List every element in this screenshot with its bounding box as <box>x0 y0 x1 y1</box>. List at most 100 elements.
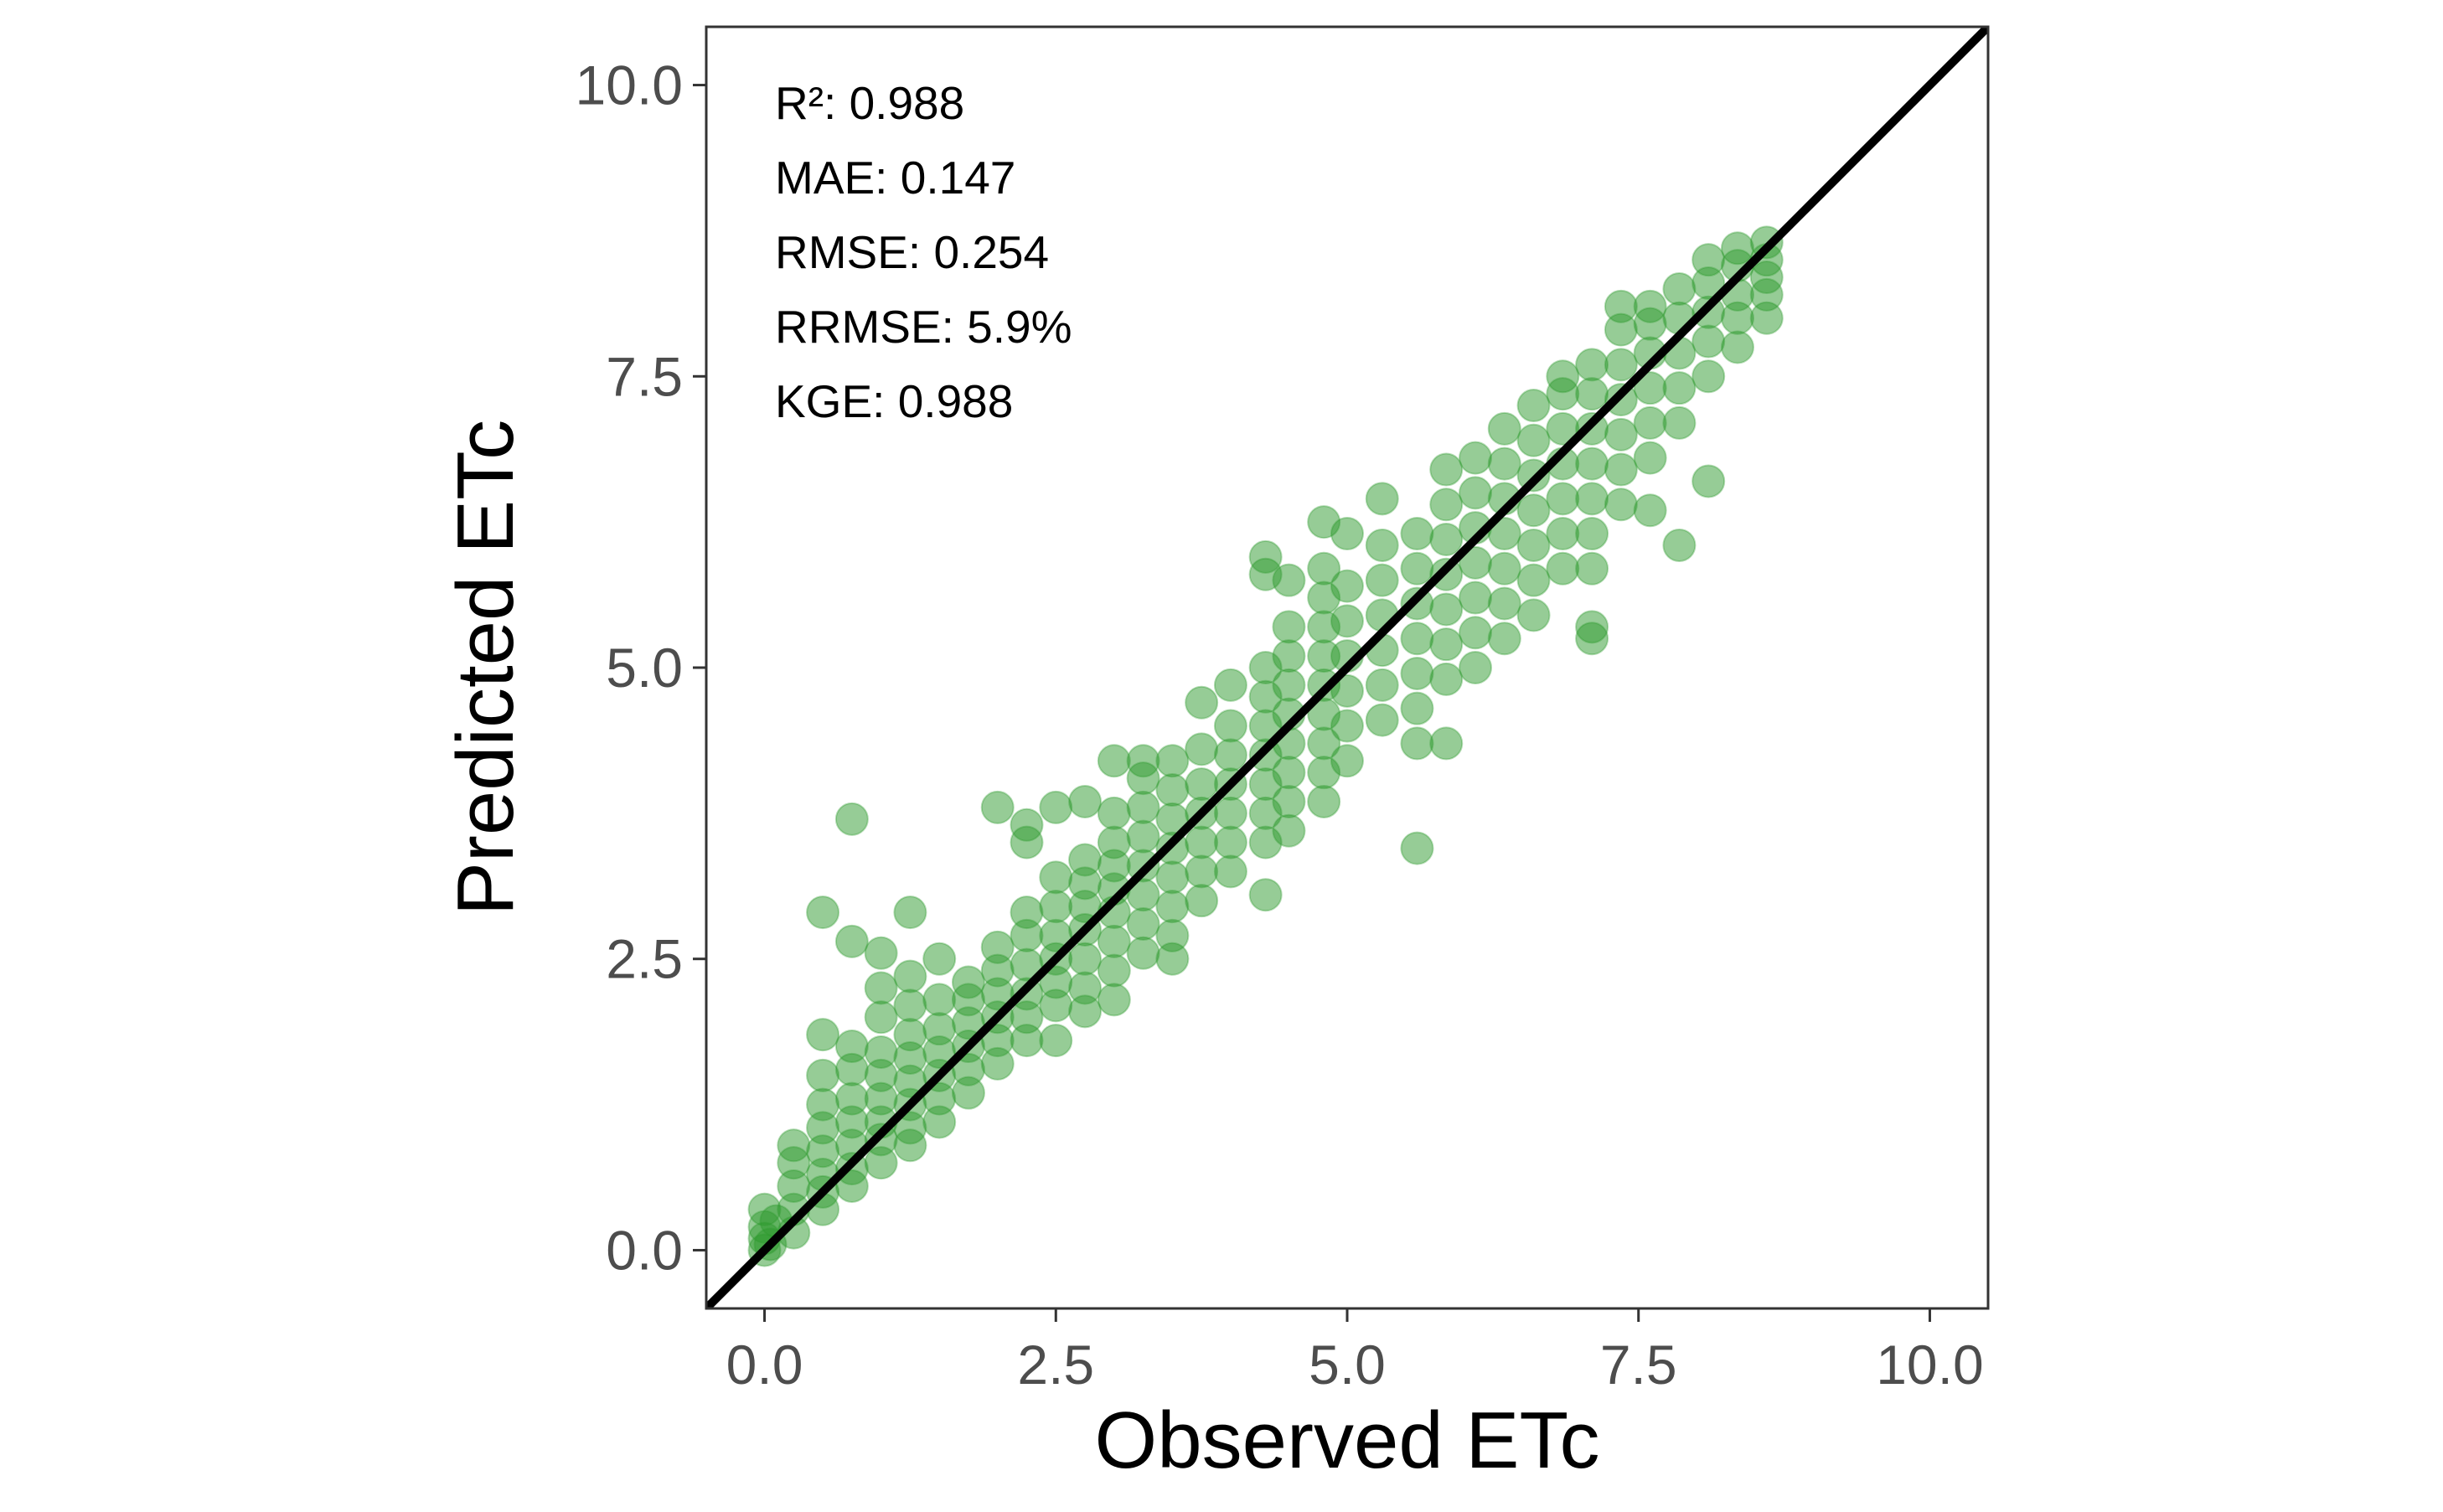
data-point <box>806 1018 840 1052</box>
statistics-annotation: R²: 0.988 MAE: 0.147 RMSE: 0.254 RRMSE: 5.9… <box>775 77 1072 427</box>
data-point <box>1604 417 1638 452</box>
data-point <box>1097 953 1131 988</box>
data-point <box>1459 581 1492 615</box>
data-point <box>864 1000 898 1035</box>
data-point <box>1459 651 1492 684</box>
data-point <box>1429 452 1464 487</box>
data-point <box>1185 884 1219 918</box>
data-point <box>1400 622 1434 656</box>
data-point <box>1662 371 1697 405</box>
data-point <box>1487 622 1521 656</box>
data-point <box>1185 685 1219 720</box>
data-point <box>834 924 869 958</box>
data-point <box>1429 662 1464 696</box>
data-point <box>1185 854 1219 889</box>
data-point <box>1272 639 1306 673</box>
data-point <box>1575 551 1609 586</box>
x-tick-label: 10.0 <box>1876 1334 1983 1396</box>
data-point <box>1155 773 1190 808</box>
data-point <box>864 971 898 1005</box>
data-point <box>1307 784 1341 818</box>
statistic-line: MAE: 0.147 <box>775 152 1015 204</box>
data-point <box>1365 703 1399 737</box>
data-point <box>1213 709 1247 743</box>
data-point <box>1126 790 1160 824</box>
data-point <box>1010 895 1044 930</box>
data-point <box>834 1081 869 1116</box>
data-point <box>1213 796 1247 830</box>
data-point <box>1633 441 1667 475</box>
statistic-line: R²: 0.988 <box>775 77 964 129</box>
data-point <box>1272 668 1306 702</box>
data-point <box>1039 860 1073 895</box>
data-point <box>1272 784 1306 818</box>
data-point <box>1272 756 1306 790</box>
data-point <box>864 1035 898 1069</box>
data-point <box>1459 441 1492 475</box>
data-point <box>1307 551 1341 586</box>
data-point <box>1126 819 1160 854</box>
data-point <box>1662 271 1697 306</box>
data-point <box>1213 854 1247 889</box>
data-point <box>1155 744 1190 778</box>
data-point <box>922 1012 957 1046</box>
data-point <box>1213 738 1247 772</box>
data-point <box>980 790 1015 824</box>
x-tick-label: 2.5 <box>1017 1334 1094 1396</box>
data-point <box>1213 825 1247 859</box>
data-point <box>1330 709 1364 743</box>
data-point <box>1487 517 1521 551</box>
data-point <box>893 1018 927 1052</box>
data-point <box>1126 936 1160 970</box>
data-point <box>1272 563 1306 597</box>
data-point <box>1126 744 1160 778</box>
data-point <box>1097 825 1131 859</box>
x-tick-label: 7.5 <box>1600 1334 1677 1396</box>
data-point <box>893 895 927 930</box>
data-point <box>1575 517 1609 551</box>
data-point <box>1604 289 1638 323</box>
data-point <box>1546 482 1580 516</box>
y-axis: 0.0 2.5 5.0 7.5 10.0 <box>576 54 706 1281</box>
data-point <box>1516 528 1551 562</box>
data-point <box>1633 289 1667 323</box>
data-point <box>1604 488 1638 522</box>
data-point <box>1400 551 1434 586</box>
data-point <box>1516 598 1551 632</box>
data-point <box>1330 604 1364 638</box>
data-point <box>1272 813 1306 848</box>
data-point <box>1487 411 1521 446</box>
data-point <box>1575 610 1609 644</box>
data-point <box>1330 517 1364 551</box>
y-tick-label: 0.0 <box>606 1219 683 1281</box>
data-point <box>1546 359 1580 394</box>
data-point <box>834 802 869 836</box>
y-tick-label: 10.0 <box>576 54 683 116</box>
data-point <box>1575 482 1609 516</box>
data-point <box>806 1058 840 1092</box>
data-point <box>1487 446 1521 481</box>
data-point <box>980 930 1015 964</box>
data-point <box>1400 726 1434 761</box>
x-axis-title: Observed ETc <box>1095 1396 1600 1485</box>
data-point <box>777 1128 811 1163</box>
y-tick-label: 7.5 <box>606 345 683 407</box>
data-point <box>1213 668 1247 702</box>
data-point <box>1692 243 1726 277</box>
x-axis: 0.0 2.5 5.0 7.5 10.0 <box>726 1308 1984 1396</box>
data-point <box>1330 673 1364 708</box>
data-point <box>1516 423 1551 457</box>
data-point <box>922 942 957 976</box>
reference-line-layer <box>706 27 1988 1308</box>
data-point <box>1487 586 1521 621</box>
data-point <box>1516 493 1551 528</box>
data-point <box>1429 726 1464 761</box>
data-point <box>1365 528 1399 562</box>
data-point <box>1185 767 1219 802</box>
data-point <box>806 895 840 930</box>
data-point <box>1575 348 1609 382</box>
data-point <box>1097 924 1131 958</box>
y-tick-label: 5.0 <box>606 637 683 699</box>
